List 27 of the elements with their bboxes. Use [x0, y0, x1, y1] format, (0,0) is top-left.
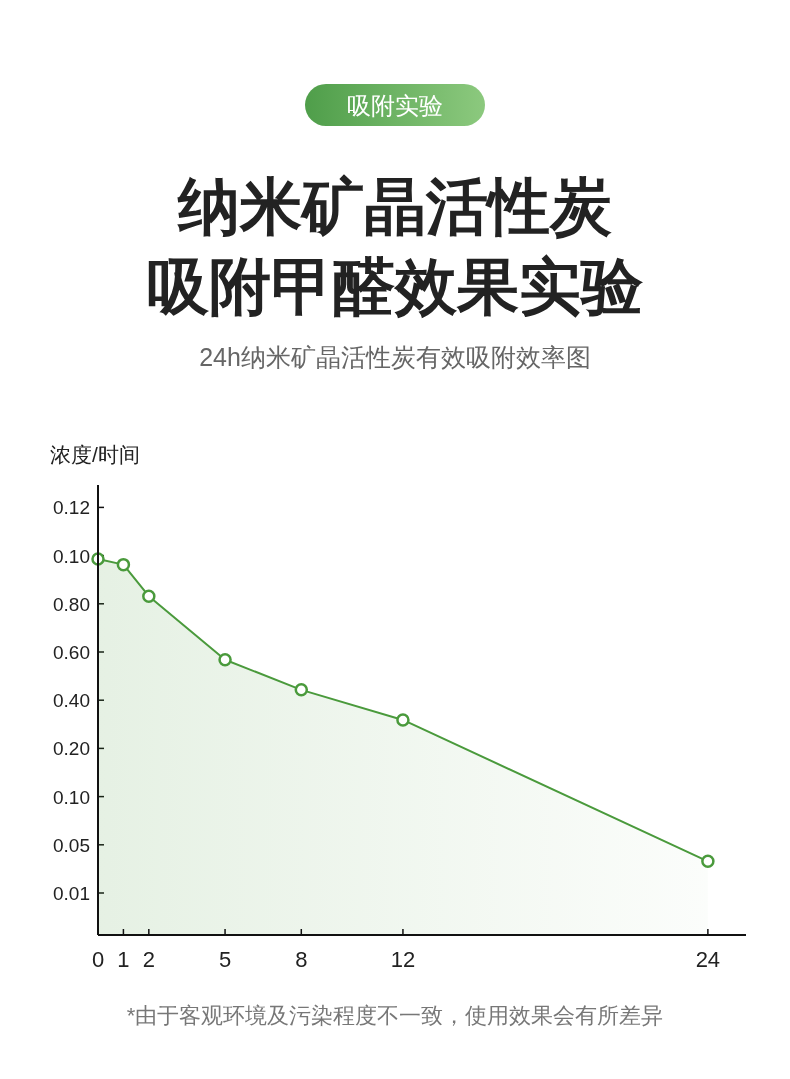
text: 0.40 [53, 690, 90, 712]
x-tick-label: 2 [142, 947, 155, 972]
x-tick-label: 24 [695, 947, 721, 972]
chart-subtitle: 24h纳米矿晶活性炭有效吸附效率图 [199, 343, 591, 371]
point [218, 653, 232, 667]
text: 0.10 [53, 786, 90, 808]
text: 0.01 [53, 883, 90, 904]
text: *由于客观环境及污染程度不一致，使用效果会有所差异 [126, 1003, 664, 1028]
point [116, 557, 131, 572]
text: 0.05 [53, 834, 90, 856]
point [701, 854, 715, 869]
point [294, 683, 309, 697]
text: 0.10 [53, 545, 90, 567]
text: 0.20 [53, 738, 90, 760]
x-tick-label: 8 [295, 947, 308, 972]
x-tick-label: 0 [91, 947, 105, 972]
chart-title: 纳米矿晶活性炭吸附甲醛效果实验 [147, 172, 644, 321]
x-tick-label: 12 [390, 947, 416, 972]
point [142, 589, 156, 603]
text: 0.60 [53, 642, 90, 663]
x-tick-label: 5 [218, 947, 232, 972]
y-axis-title: 浓度/时间 [50, 443, 140, 466]
x-tick-label: 1 [117, 947, 130, 972]
annotation: 吸附实验 [305, 84, 485, 126]
text: 0.80 [53, 593, 90, 615]
point [396, 713, 410, 727]
text: 0.12 [53, 497, 90, 519]
